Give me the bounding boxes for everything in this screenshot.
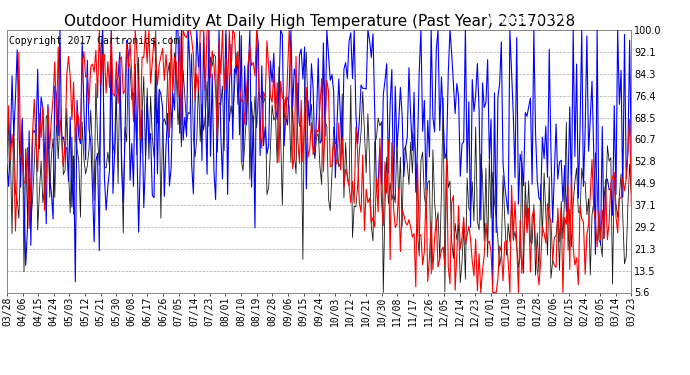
Text: Temp (°F): Temp (°F): [571, 15, 633, 25]
Text: Humidity (%): Humidity (%): [486, 15, 567, 25]
Text: Copyright 2017 Cartronics.com: Copyright 2017 Cartronics.com: [9, 36, 179, 46]
Title: Outdoor Humidity At Daily High Temperature (Past Year) 20170328: Outdoor Humidity At Daily High Temperatu…: [63, 14, 575, 29]
